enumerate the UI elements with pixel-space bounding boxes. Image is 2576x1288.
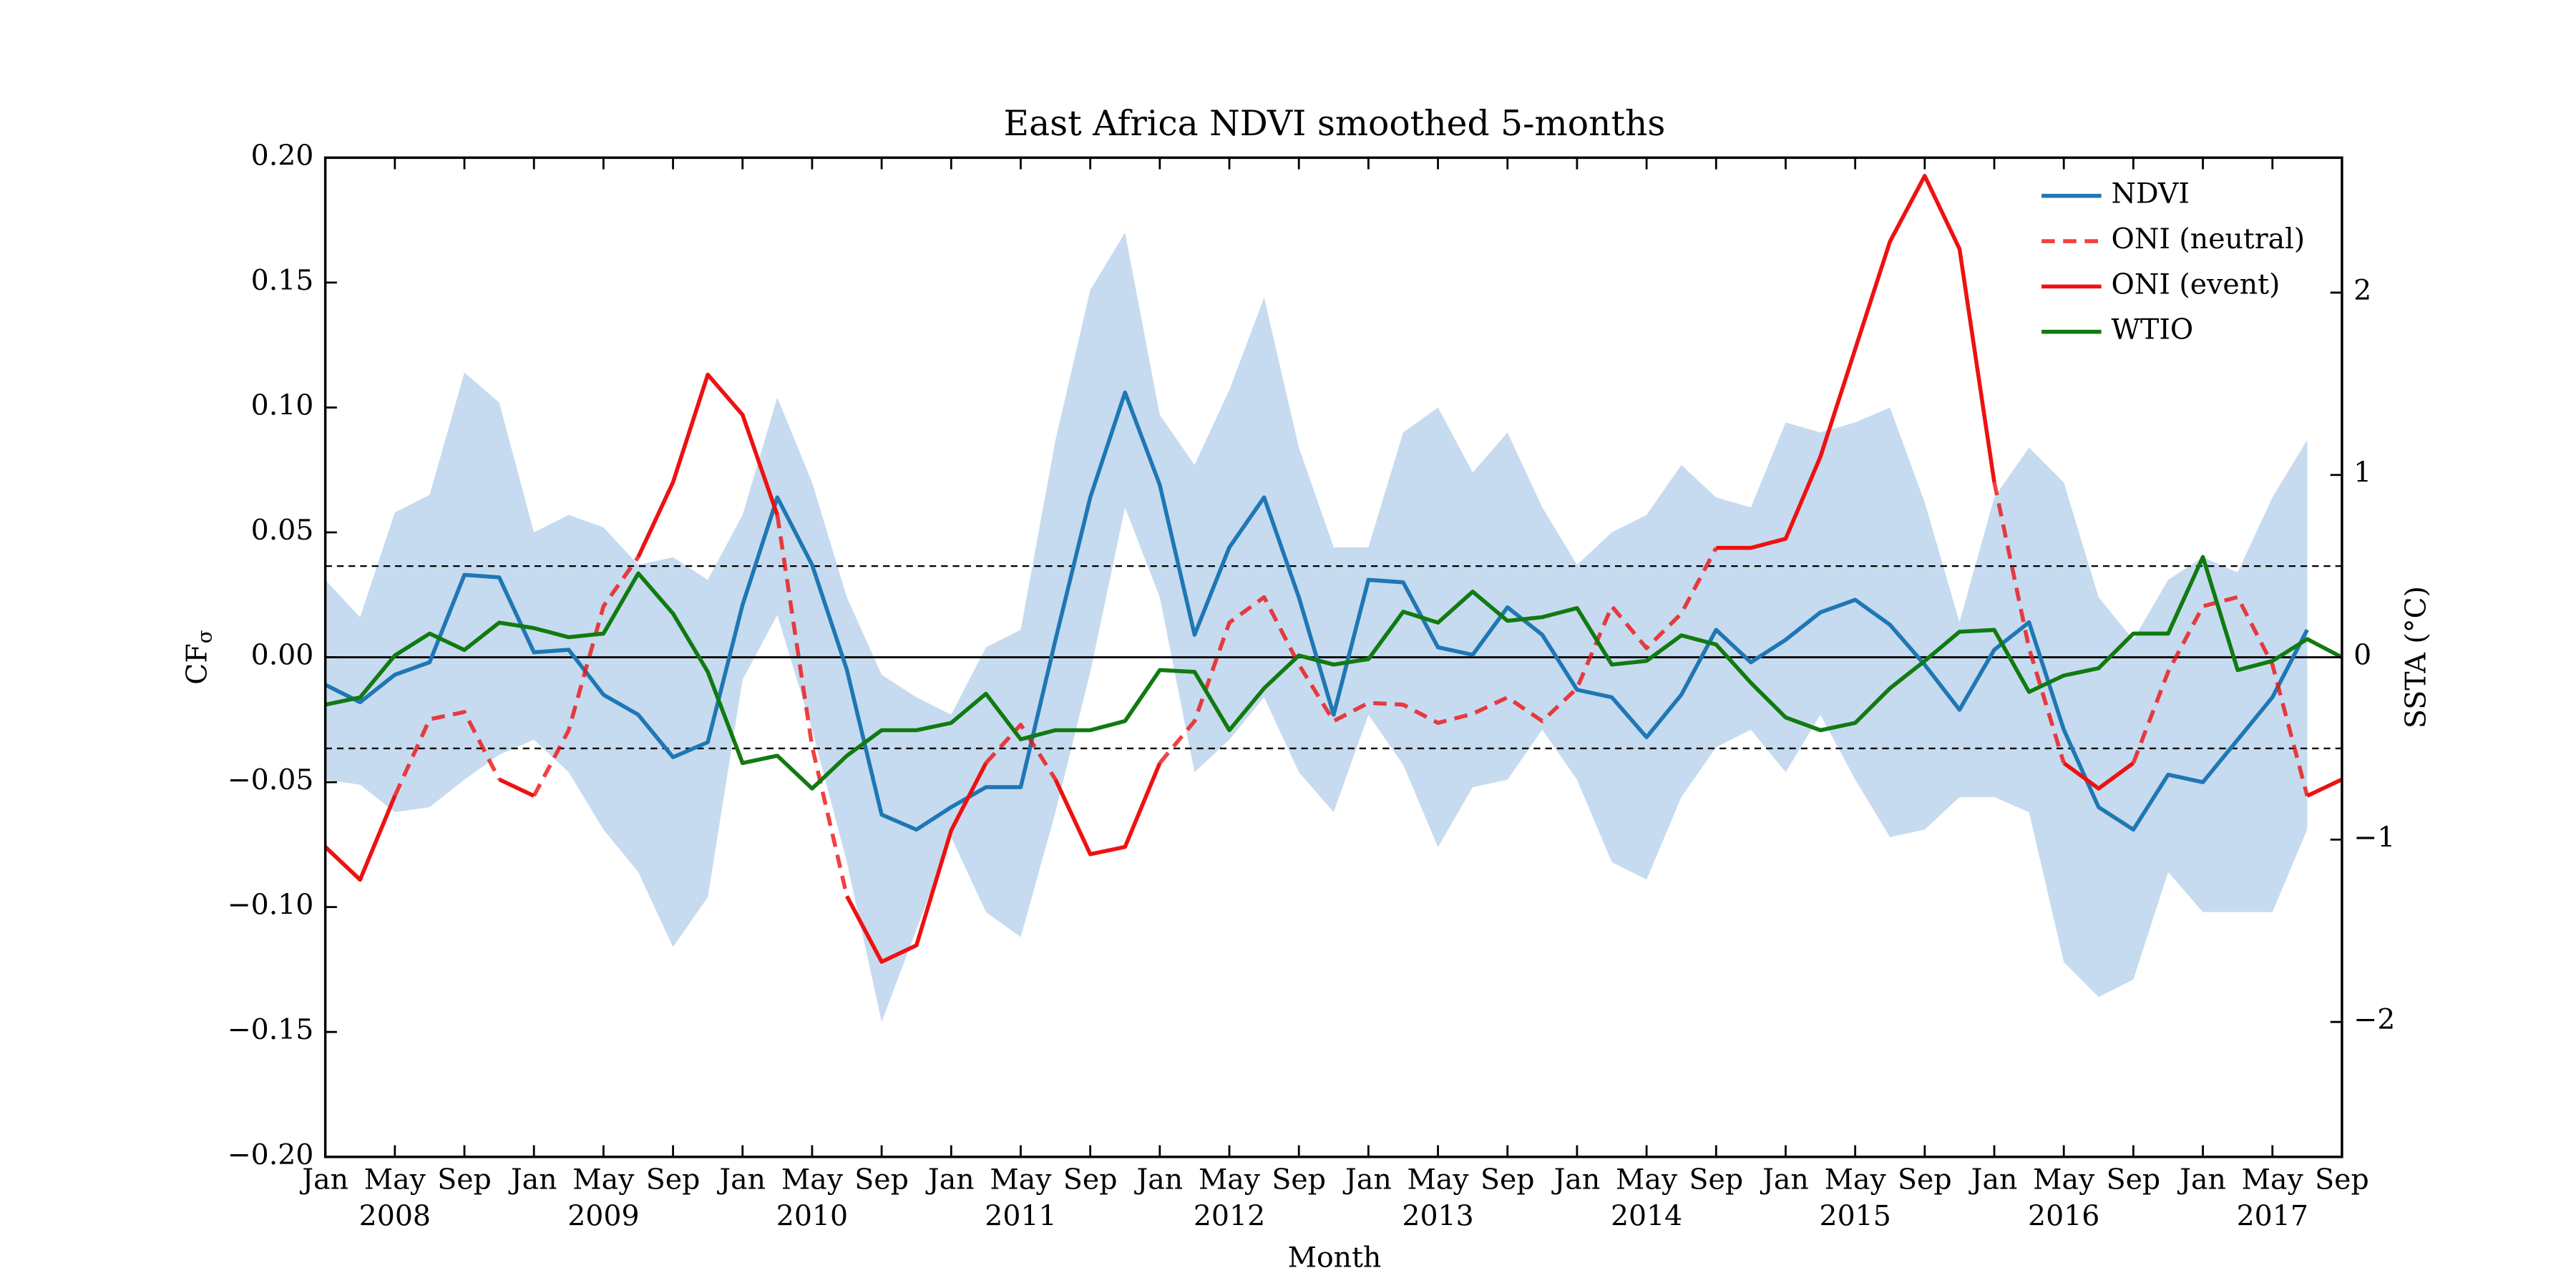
oni-event-line [323,795,397,882]
legend-label: NDVI [2112,177,2190,210]
x-tick-label: May [1199,1163,1261,1196]
spread-band [325,233,2308,1023]
y-axis-label: CFσ [180,630,216,685]
x-tick-label: Sep [2315,1163,2369,1196]
year-label: 2013 [1402,1200,1473,1233]
y-axis-label-subscript: σ [192,630,216,643]
x-tick-label: May [2242,1163,2304,1196]
x-tick-label: Sep [1272,1163,1326,1196]
y2-axis-label: SSTA (°C) [2400,586,2433,728]
x-tick-label: Sep [1898,1163,1952,1196]
x-tick-label: Sep [2107,1163,2161,1196]
x-axis-label: Month [1288,1241,1382,1274]
y2-tick-label: −2 [2353,1003,2395,1036]
oni-neutral-line [393,710,502,797]
x-tick-label: May [364,1163,426,1196]
year-label: 2010 [776,1200,848,1233]
y-tick-label: −0.05 [228,763,314,796]
oni-event-line [1716,174,1996,550]
legend-label: ONI (neutral) [2112,223,2306,255]
y-tick-label: 0.20 [251,139,314,172]
y-tick-label: 0.00 [251,639,314,672]
x-tick-label: Jan [1133,1163,1183,1196]
oni-neutral-line [775,514,849,897]
x-tick-label: Sep [1689,1163,1744,1196]
y-tick-label: 0.05 [251,514,314,547]
year-label: 2009 [567,1200,639,1233]
oni-event-line [498,777,535,798]
oni-event-line [2306,777,2343,798]
year-label: 2016 [2028,1200,2099,1233]
x-tick-label: Sep [437,1163,492,1196]
year-label: 2012 [1194,1200,1265,1233]
x-tick-label: Sep [1063,1163,1118,1196]
y-tick-label: 0.15 [251,264,314,297]
year-label: 2008 [359,1200,431,1233]
x-tick-label: May [572,1163,635,1196]
oni-event-line [636,372,779,558]
y2-tick-label: 1 [2353,457,2371,489]
y2-tick-label: 2 [2353,274,2371,307]
x-tick-label: Jan [508,1163,557,1196]
year-label: 2017 [2237,1200,2308,1233]
oni-neutral-line [2131,595,2310,796]
oni-event-line [2062,761,2135,791]
year-label: 2011 [985,1200,1056,1233]
x-tick-label: Jan [716,1163,766,1196]
x-tick-label: May [2033,1163,2095,1196]
y-axis-label-text: CF [180,643,213,685]
y2-tick-label: −1 [2353,821,2395,854]
legend-label: ONI (event) [2112,268,2280,301]
x-tick-label: Jan [1760,1163,1809,1196]
y-tick-label: −0.15 [228,1013,314,1046]
oni-neutral-line [1992,482,2066,764]
y-tick-label: −0.10 [228,889,314,922]
x-tick-label: Jan [2177,1163,2226,1196]
series-line [325,555,2343,791]
oni-event-line [1053,762,1162,857]
x-tick-label: Sep [854,1163,909,1196]
x-tick-label: May [1407,1163,1469,1196]
chart-title: East Africa NDVI smoothed 5-months [1004,104,1666,144]
year-label: 2015 [1819,1200,1890,1233]
x-tick-label: Jan [1551,1163,1601,1196]
x-tick-label: May [781,1163,844,1196]
x-tick-label: Jan [299,1163,348,1196]
series-line [324,390,2309,832]
x-tick-label: Jan [925,1163,975,1196]
y2-tick-label: 0 [2353,639,2371,672]
oni-neutral-line [984,723,1058,781]
oni-neutral-line [1158,547,1718,765]
x-tick-label: Sep [1480,1163,1535,1196]
y-tick-label: 0.10 [251,389,314,421]
year-label: 2014 [1611,1200,1682,1233]
x-tick-label: Jan [1342,1163,1392,1196]
x-tick-label: May [1616,1163,1678,1196]
x-tick-label: Sep [646,1163,701,1196]
oni-event-line [845,762,988,964]
oni-neutral-line [532,555,640,797]
x-tick-label: Jan [1968,1163,2018,1196]
y-tick-label: −0.20 [228,1138,314,1171]
legend-label: WTIO [2112,313,2194,346]
x-tick-label: May [1825,1163,1887,1196]
x-tick-label: May [990,1163,1052,1196]
